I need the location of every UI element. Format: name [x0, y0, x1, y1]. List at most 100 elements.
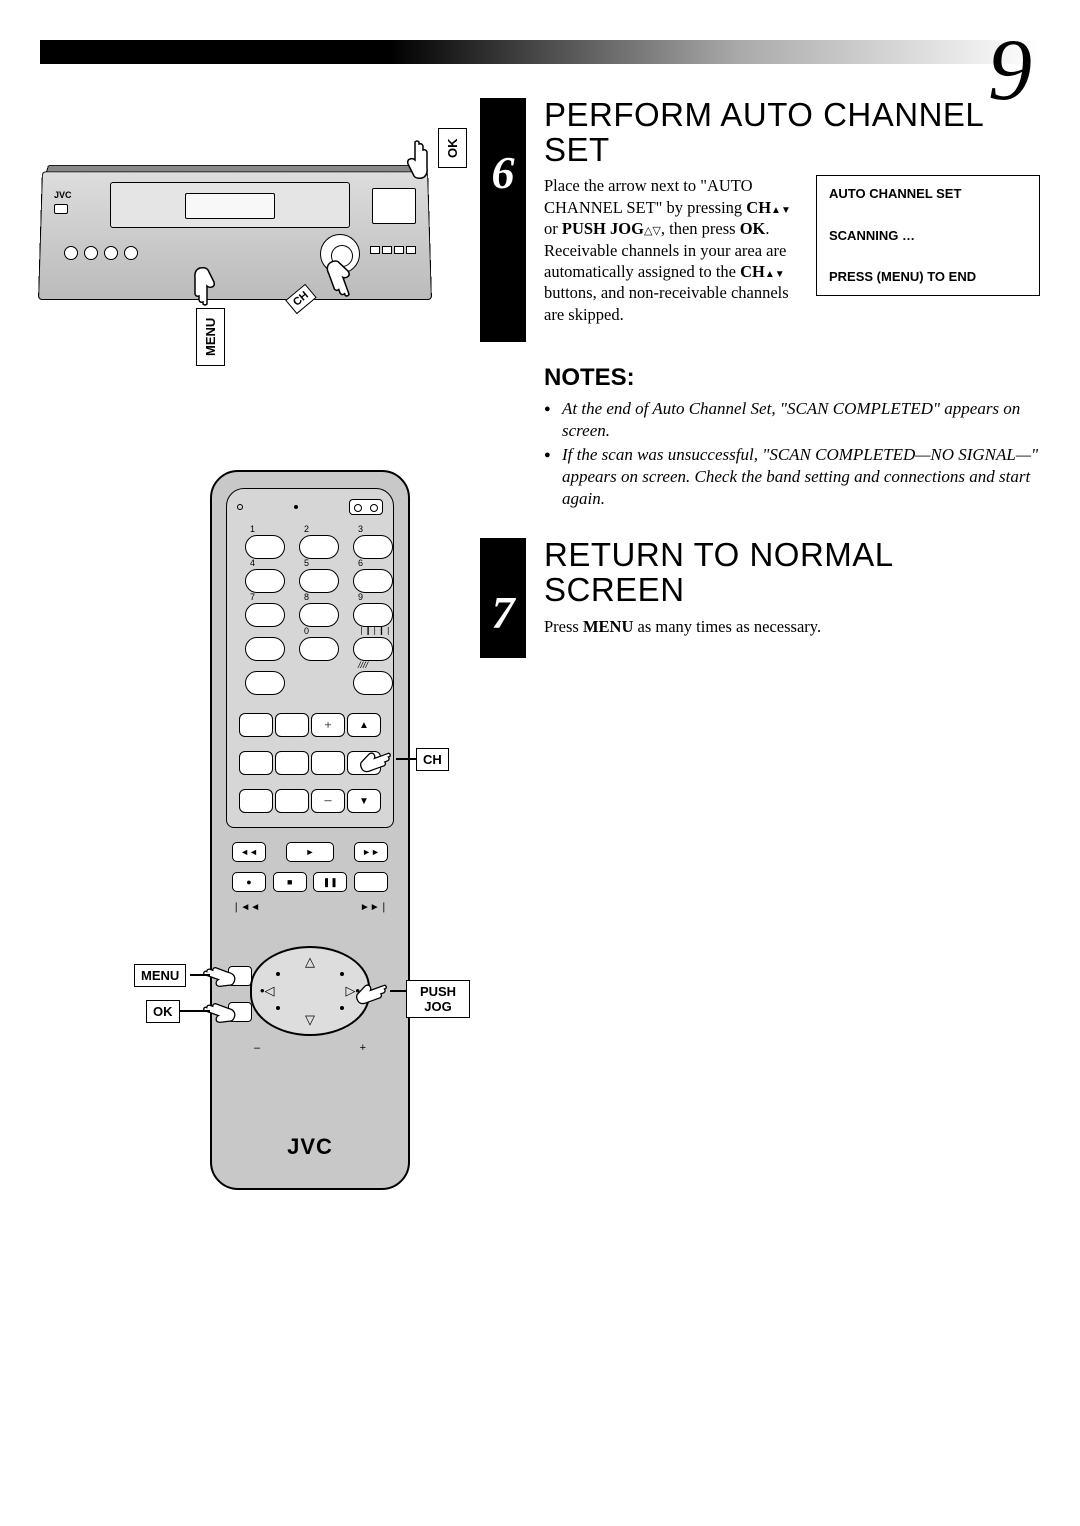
remote-num-8: 8	[299, 603, 339, 627]
header-gradient-bar	[40, 40, 1040, 64]
remote-num-4: 4	[245, 569, 285, 593]
jog-plus-label: +	[360, 1042, 366, 1054]
vcr-knob	[64, 246, 78, 260]
remote-transport-row2: ● ■ ❚❚	[232, 872, 388, 892]
triangle-down-outline-icon	[652, 219, 660, 238]
remote-ir-window-icon	[349, 499, 383, 515]
remote-btn	[354, 872, 388, 892]
right-column: 6 PERFORM AUTO CHANNEL SET Place the arr…	[480, 98, 1040, 680]
step-number: 7	[492, 586, 515, 639]
remote-num-0: 0	[299, 637, 339, 661]
step-body: Place the arrow next to "AUTO CHANNEL SE…	[544, 175, 1040, 325]
remote-upper-panel: 1 2 3 4 5 6 7 8 9 0 ❘❙❘❙❘ ////	[226, 488, 394, 828]
vcr-knob	[84, 246, 98, 260]
vcr-small-btn	[382, 246, 392, 254]
remote-btn: +	[311, 713, 345, 737]
step-number-box: 7	[480, 538, 526, 658]
osd-screen-box: AUTO CHANNEL SET SCANNING … PRESS (MENU)…	[816, 175, 1040, 296]
step-7: 7 RETURN TO NORMAL SCREEN Press MENU as …	[480, 538, 1040, 658]
remote-btn	[311, 751, 345, 775]
remote-transport-row1: ◄◄ ► ►►	[232, 842, 388, 862]
remote-num-9: 9	[353, 603, 393, 627]
remote-numpad: 1 2 3 4 5 6 7 8 9 0 ❘❙❘❙❘ ////	[245, 535, 375, 695]
remote-pause: ❚❚	[313, 872, 347, 892]
step-6: 6 PERFORM AUTO CHANNEL SET Place the arr…	[480, 98, 1040, 342]
notes-list: At the end of Auto Channel Set, "SCAN CO…	[544, 398, 1040, 510]
remote-illustration: 1 2 3 4 5 6 7 8 9 0 ❘❙❘❙❘ ////	[40, 470, 470, 1230]
step-text: Place the arrow next to "AUTO CHANNEL SE…	[544, 175, 802, 325]
step-content: PERFORM AUTO CHANNEL SET Place the arrow…	[544, 98, 1040, 342]
note-item: If the scan was unsuccessful, "SCAN COMP…	[544, 444, 1040, 510]
osd-line: AUTO CHANNEL SET	[829, 186, 1027, 202]
remote-play: ►	[286, 842, 334, 862]
callout-line	[190, 974, 210, 976]
ok-callout-label: OK	[438, 128, 467, 168]
pushjog-callout-label: PUSH JOG	[406, 980, 470, 1018]
remote-num-7: 7	[245, 603, 285, 627]
jog-down-icon: ▽	[305, 1012, 315, 1028]
remote-row-c: – ▼	[239, 789, 381, 813]
vcr-small-btn	[370, 246, 380, 254]
vcr-cassette-slot	[110, 182, 350, 228]
remote-rewind: ◄◄	[232, 842, 266, 862]
vcr-knob	[124, 246, 138, 260]
ok-callout-label: OK	[146, 1000, 180, 1023]
callout-line	[180, 1010, 210, 1012]
step-title: RETURN TO NORMAL SCREEN	[544, 538, 1040, 607]
callout-line	[396, 758, 416, 760]
triangle-up-icon: ▲	[359, 720, 369, 731]
remote-ch-down: ▼	[347, 789, 381, 813]
notes-header: NOTES:	[544, 364, 1040, 392]
note-item: At the end of Auto Channel Set, "SCAN CO…	[544, 398, 1040, 442]
remote-transport-row3: ❘◄◄ ►►❘	[232, 902, 388, 913]
remote-rec: ●	[232, 872, 266, 892]
remote-btn	[239, 751, 273, 775]
remote-transport-block: ◄◄ ► ►► ● ■ ❚❚ ❘◄◄ ►►❘	[232, 842, 388, 923]
remote-num-6: 6	[353, 569, 393, 593]
remote-stop: ■	[273, 872, 307, 892]
triangle-down-icon	[781, 198, 791, 217]
triangle-up-icon	[765, 262, 775, 281]
remote-body: 1 2 3 4 5 6 7 8 9 0 ❘❙❘❙❘ ////	[210, 470, 410, 1190]
callout-line	[390, 990, 406, 992]
jog-minus-label: –	[254, 1042, 260, 1054]
osd-line: PRESS (MENU) TO END	[829, 269, 1027, 285]
remote-btn	[275, 751, 309, 775]
vcr-brand-logo: JVC	[54, 190, 72, 200]
hand-pointer-icon	[402, 140, 432, 180]
remote-num-blank2	[245, 671, 285, 695]
triangle-down-icon: ▼	[359, 796, 369, 807]
remote-dot-icon	[294, 505, 298, 509]
remote-led-icon	[237, 504, 243, 510]
remote-row-a: + ▲	[239, 713, 381, 737]
jog-up-icon: △	[305, 954, 315, 970]
skip-fwd-icon: ►►❘	[360, 902, 388, 913]
remote-btn	[275, 789, 309, 813]
triangle-down-icon	[775, 262, 785, 281]
remote-num-5: 5	[299, 569, 339, 593]
vcr-illustration: JVC OK MENU CH	[40, 130, 450, 390]
step-number: 6	[492, 146, 515, 199]
vcr-small-buttons	[370, 246, 416, 254]
step-title: PERFORM AUTO CHANNEL SET	[544, 98, 1040, 167]
vcr-display	[372, 188, 416, 224]
menu-callout-label: MENU	[134, 964, 186, 987]
hand-pointer-icon	[190, 266, 220, 306]
minus-icon: –	[325, 793, 332, 809]
remote-num-2: 2	[299, 535, 339, 559]
vcr-knob	[104, 246, 118, 260]
remote-btn: –	[311, 789, 345, 813]
vcr-power-button	[54, 204, 68, 214]
remote-num-blank	[245, 637, 285, 661]
jog-dot-icon	[276, 972, 280, 976]
jog-dot-icon	[276, 1006, 280, 1010]
menu-callout-label: MENU	[196, 308, 225, 366]
step-text: Press MENU as many times as necessary.	[544, 616, 1040, 637]
step-number-box: 6	[480, 98, 526, 342]
remote-num-1: 1	[245, 535, 285, 559]
vcr-small-btn	[406, 246, 416, 254]
vcr-small-btn	[394, 246, 404, 254]
remote-ffwd: ►►	[354, 842, 388, 862]
remote-btn	[239, 789, 273, 813]
remote-btn	[239, 713, 273, 737]
